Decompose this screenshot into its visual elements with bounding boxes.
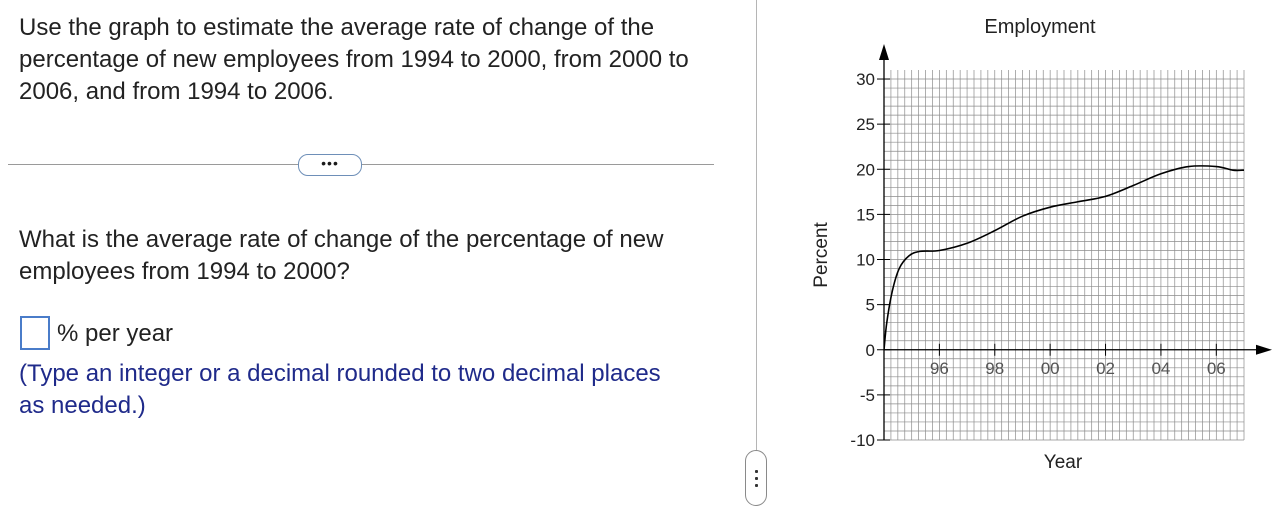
show-more-button[interactable]: •••: [298, 154, 362, 176]
employment-chart: -10 -5 0 5 10 15 20 25 30 96 98 00 02 04 06 Employment…: [811, 16, 1272, 473]
pane-splitter[interactable]: [756, 0, 757, 504]
y-tick-label: 25: [856, 115, 875, 134]
answer-input[interactable]: [20, 316, 50, 350]
sub-question-text: What is the average rate of change of th…: [19, 226, 664, 285]
grip-dot-icon: [755, 484, 758, 487]
question-pane: Use the graph to estimate the average ra…: [8, 14, 714, 419]
y-tick-label: 20: [856, 160, 875, 179]
chart-ticks: -10 -5 0 5 10 15 20 25 30 96 98 00 02 04 06: [850, 70, 1225, 450]
grip-dot-icon: [755, 470, 758, 473]
x-tick-label: 00: [1041, 359, 1060, 378]
y-tick-label: 15: [856, 205, 875, 224]
y-tick-label: 0: [866, 341, 875, 360]
grip-dot-icon: [755, 477, 758, 480]
x-tick-label: 96: [930, 359, 949, 378]
y-tick-label: -5: [860, 386, 875, 405]
y-axis-arrow-icon: [879, 44, 889, 60]
y-tick-label: 10: [856, 251, 875, 270]
answer-format-hint: (Type an integer or a decimal rounded to…: [19, 360, 661, 419]
chart-title: Employment: [984, 16, 1096, 38]
x-tick-label: 04: [1151, 359, 1170, 378]
x-axis-label: Year: [1044, 452, 1083, 473]
splitter-handle[interactable]: [745, 450, 767, 506]
answer-unit-label: % per year: [57, 320, 174, 347]
y-axis-label: Percent: [811, 222, 832, 288]
y-tick-label: 5: [866, 296, 875, 315]
y-tick-label: 30: [856, 70, 875, 89]
x-tick-label: 98: [985, 359, 1004, 378]
chart-axes: [879, 44, 1272, 440]
x-axis-arrow-icon: [1256, 344, 1272, 355]
x-tick-label: 02: [1096, 359, 1115, 378]
y-tick-label: -10: [850, 431, 875, 450]
x-tick-label: 06: [1207, 359, 1226, 378]
series-line-employment: [884, 165, 1244, 350]
chart-grid: [883, 70, 1245, 441]
question-intro: Use the graph to estimate the average ra…: [19, 14, 689, 105]
